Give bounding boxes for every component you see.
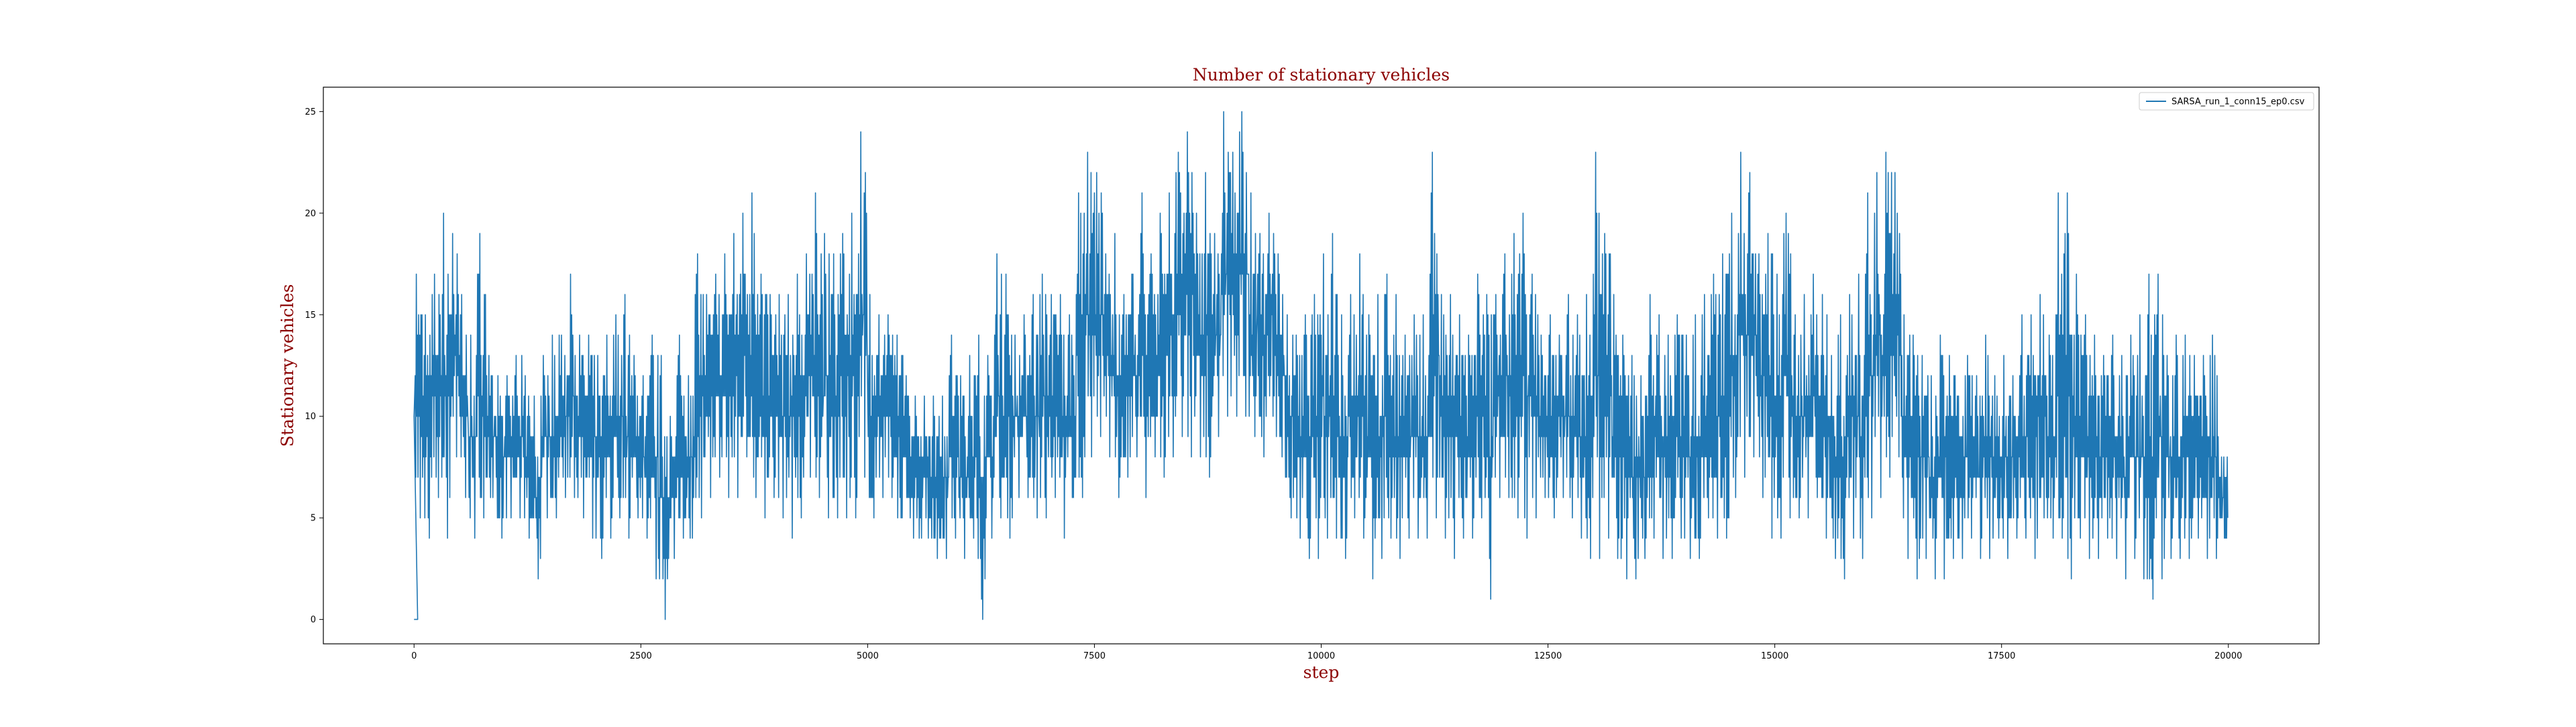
y-axis: 0 5 10 15 20 25	[305, 107, 323, 625]
legend-label: SARSA_run_1_conn15_ep0.csv	[2171, 97, 2305, 107]
x-tick-label: 17500	[1988, 651, 2015, 661]
x-tick-label: 0	[411, 651, 417, 661]
y-tick-label: 10	[305, 412, 316, 422]
plot-area	[413, 111, 2229, 620]
y-tick-label: 0	[311, 615, 316, 625]
y-axis-label: Stationary vehicles	[278, 284, 297, 447]
x-tick-label: 5000	[857, 651, 879, 661]
x-tick-label: 10000	[1307, 651, 1335, 661]
x-axis: 0 2500 5000 7500 10000 12500 15000 17500 20000	[411, 644, 2242, 661]
x-axis-label: step	[1303, 663, 1340, 682]
chart-title: Number of stationary vehicles	[1193, 65, 1450, 85]
legend-box	[2139, 92, 2314, 111]
y-tick-label: 5	[311, 514, 316, 524]
y-tick-label: 25	[305, 107, 316, 117]
x-tick-label: 20000	[2214, 651, 2242, 661]
y-tick-label: 15	[305, 311, 316, 321]
y-tick-label: 20	[305, 209, 316, 219]
x-tick-label: 2500	[630, 651, 652, 661]
x-tick-label: 15000	[1761, 651, 1788, 661]
x-tick-label: 12500	[1534, 651, 1562, 661]
x-tick-label: 7500	[1083, 651, 1106, 661]
series-line	[413, 111, 2229, 620]
legend: SARSA_run_1_conn15_ep0.csv	[2139, 92, 2314, 111]
